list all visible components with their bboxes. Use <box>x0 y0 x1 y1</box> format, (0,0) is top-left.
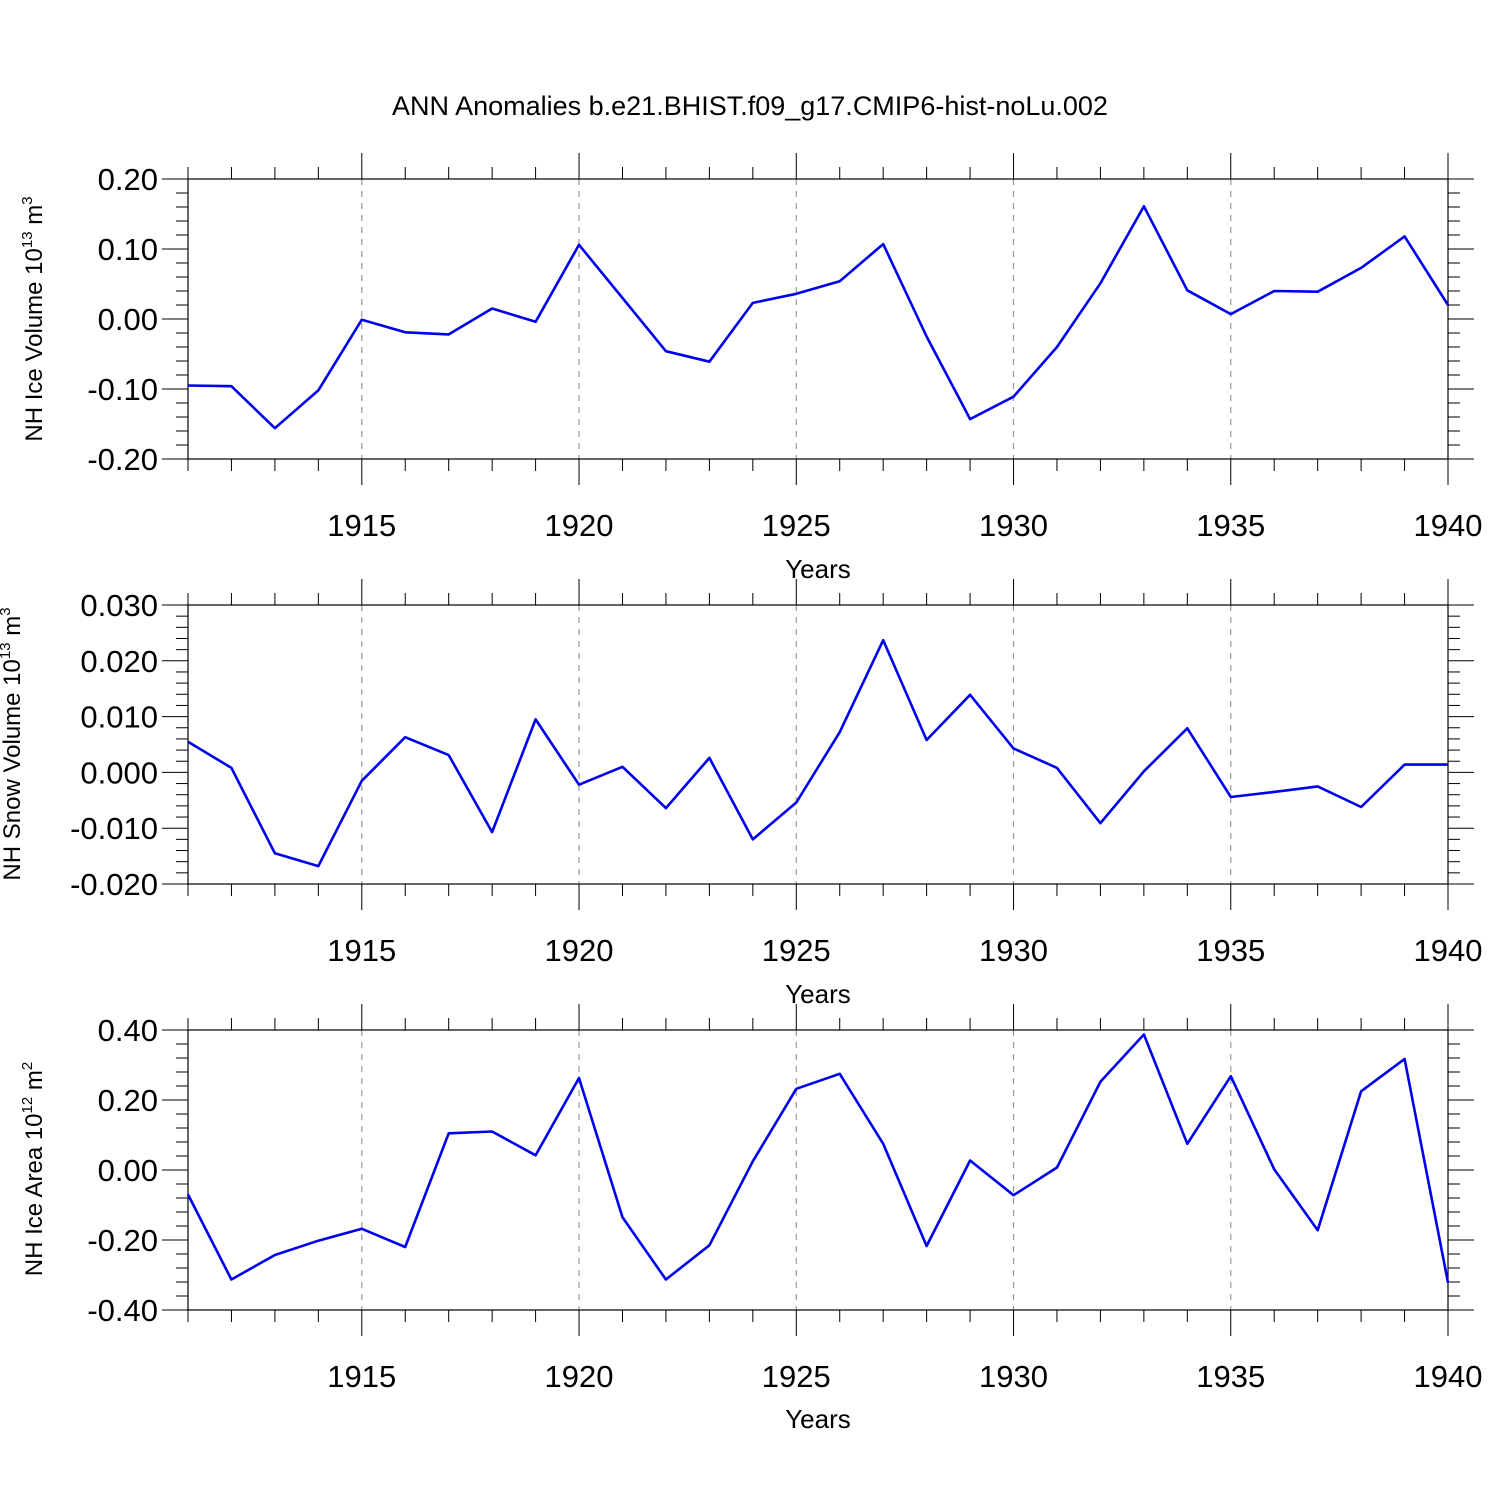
x-tick-label-ice-area: 1915 <box>327 1359 396 1394</box>
y-tick-label-ice-area: -0.40 <box>87 1293 158 1328</box>
x-tick-label-ice-area: 1935 <box>1196 1359 1265 1394</box>
y-axis-label-ice-area: NH Ice Area 1012 m2 <box>19 1062 48 1276</box>
x-tick-label-snow-volume: 1935 <box>1196 933 1265 968</box>
plot-frame-ice-area <box>187 1029 1449 1311</box>
y-tick-label-ice-area: 0.40 <box>98 1013 158 1048</box>
ticks-ice-area: -0.40 -0.20 0.00 0.20 0.40 1915 1920 1925 1930 19… <box>87 1004 1482 1394</box>
x-tick-label-ice-area: 1920 <box>545 1359 614 1394</box>
y-tick-label-snow-volume: -0.010 <box>70 811 158 846</box>
x-tick-label-ice-area: 1940 <box>1414 1359 1483 1394</box>
x-tick-label-snow-volume: 1915 <box>327 933 396 968</box>
y-tick-label-ice-area: 0.00 <box>98 1153 158 1188</box>
y-tick-label-snow-volume: 0.000 <box>80 755 158 790</box>
y-axis-label-snow-volume: NH Snow Volume 1013 m3 <box>0 607 26 880</box>
ticks-ice-volume: -0.20 -0.10 0.00 0.10 0.20 1915 1920 1925 1930 19… <box>87 153 1482 543</box>
y-tick-label-ice-volume: 0.10 <box>98 232 158 267</box>
y-tick-label-ice-volume: 0.00 <box>98 302 158 337</box>
y-tick-label-snow-volume: 0.020 <box>80 644 158 679</box>
y-tick-label-ice-volume: -0.10 <box>87 372 158 407</box>
y-tick-label-ice-area: -0.20 <box>87 1223 158 1258</box>
x-tick-label-ice-volume: 1930 <box>979 508 1048 543</box>
series-line-snow-volume <box>187 638 1448 868</box>
series-line-ice-area <box>186 1033 1450 1283</box>
y-tick-label-ice-area: 0.20 <box>98 1083 158 1118</box>
x-tick-label-ice-volume: 1940 <box>1414 508 1483 543</box>
x-tick-label-ice-volume: 1920 <box>545 508 614 543</box>
x-axis-label-ice-volume: Years <box>785 554 851 584</box>
x-tick-label-ice-volume: 1915 <box>327 508 396 543</box>
plot-frame-ice-volume <box>187 178 1449 460</box>
x-tick-label-ice-area: 1930 <box>979 1359 1048 1394</box>
x-axis-label-snow-volume: Years <box>785 979 851 1009</box>
x-tick-label-snow-volume: 1925 <box>762 933 831 968</box>
y-tick-label-ice-volume: -0.20 <box>87 442 158 477</box>
ice-volume-panel: NH Ice Volume 1013 m3 Years -0.20 -0.10 0.… <box>19 153 1482 584</box>
x-tick-label-snow-volume: 1930 <box>979 933 1048 968</box>
chart-title: ANN Anomalies b.e21.BHIST.f09_g17.CMIP6-… <box>392 91 1108 121</box>
x-tick-label-ice-area: 1925 <box>762 1359 831 1394</box>
y-tick-label-snow-volume: 0.010 <box>80 700 158 735</box>
y-tick-label-snow-volume: -0.020 <box>70 867 158 902</box>
x-tick-label-ice-volume: 1925 <box>762 508 831 543</box>
y-tick-label-snow-volume: 0.030 <box>80 588 158 623</box>
x-axis-label-ice-area: Years <box>785 1404 851 1434</box>
gridlines-ice-volume <box>361 179 1232 459</box>
snow-volume-panel: NH Snow Volume 1013 m3 Years -0.020 -0.01… <box>0 579 1482 1009</box>
y-axis-label-ice-volume: NH Ice Volume 1013 m3 <box>19 196 48 441</box>
x-tick-label-snow-volume: 1920 <box>545 933 614 968</box>
gridlines-snow-volume <box>361 605 1232 884</box>
y-tick-label-ice-volume: 0.20 <box>98 162 158 197</box>
plot-frame-snow-volume <box>187 604 1449 885</box>
series-line-ice-volume <box>187 205 1450 430</box>
x-tick-label-snow-volume: 1940 <box>1414 933 1483 968</box>
gridlines-ice-area <box>361 1030 1232 1310</box>
ice-area-panel: NH Ice Area 1012 m2 Years -0.40 -0.20 0.00… <box>19 1004 1482 1434</box>
ticks-snow-volume: -0.020 -0.010 0.000 0.010 0.020 0.030 1915 1920… <box>70 579 1482 968</box>
x-tick-label-ice-volume: 1935 <box>1196 508 1265 543</box>
